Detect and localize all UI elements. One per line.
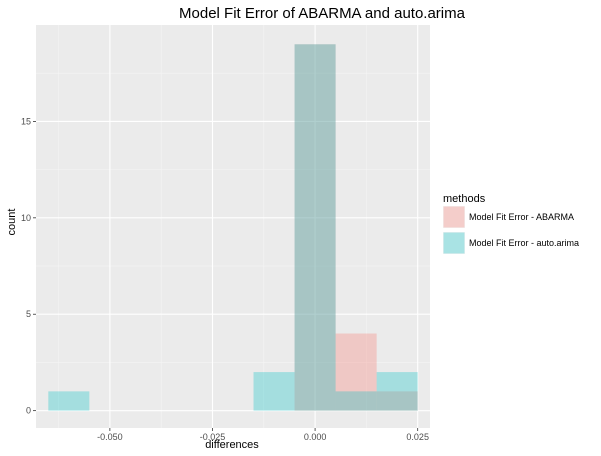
histogram-bars [48, 44, 418, 411]
x-axis-ticks: -0.050 -0.025 0.000 0.025 [97, 428, 429, 442]
major-gridlines [36, 25, 430, 428]
plot-panel [36, 25, 430, 428]
x-tick-label: -0.050 [97, 432, 123, 442]
y-axis-ticks: 0 5 10 15 [21, 116, 36, 416]
series-2-bars [48, 44, 418, 411]
legend-key-swatch [443, 206, 465, 228]
histogram-bar [253, 372, 295, 411]
legend-key-swatch [443, 232, 465, 254]
y-tick-label: 0 [26, 406, 31, 416]
y-tick-label: 10 [21, 213, 31, 223]
legend-label: Model Fit Error - ABARMA [469, 212, 574, 222]
x-tick-label: -0.025 [200, 432, 226, 442]
histogram-bar [335, 391, 377, 411]
series-1-bars [294, 44, 418, 411]
legend-key-background [443, 206, 465, 228]
x-tick-label: 0.025 [406, 432, 429, 442]
chart-title: Model Fit Error of ABARMA and auto.arima [179, 5, 466, 22]
legend-label: Model Fit Error - auto.arima [469, 238, 579, 248]
legend-key-background [443, 232, 465, 254]
y-tick-label: 15 [21, 116, 31, 126]
histogram-bar [294, 44, 336, 411]
histogram-bar [335, 333, 377, 411]
x-tick-label: 0.000 [304, 432, 327, 442]
y-tick-label: 5 [26, 309, 31, 319]
legend-title: methods [443, 193, 486, 205]
x-axis-title: differences [205, 439, 259, 451]
legend: methods Model Fit Error - ABARMA Model Fi… [443, 193, 579, 254]
histogram-bar [376, 372, 418, 411]
y-axis-title: count [6, 209, 18, 236]
histogram-bar [294, 44, 336, 411]
histogram-bar [48, 391, 90, 411]
histogram-bar [376, 391, 418, 411]
minor-gridlines [36, 25, 430, 428]
